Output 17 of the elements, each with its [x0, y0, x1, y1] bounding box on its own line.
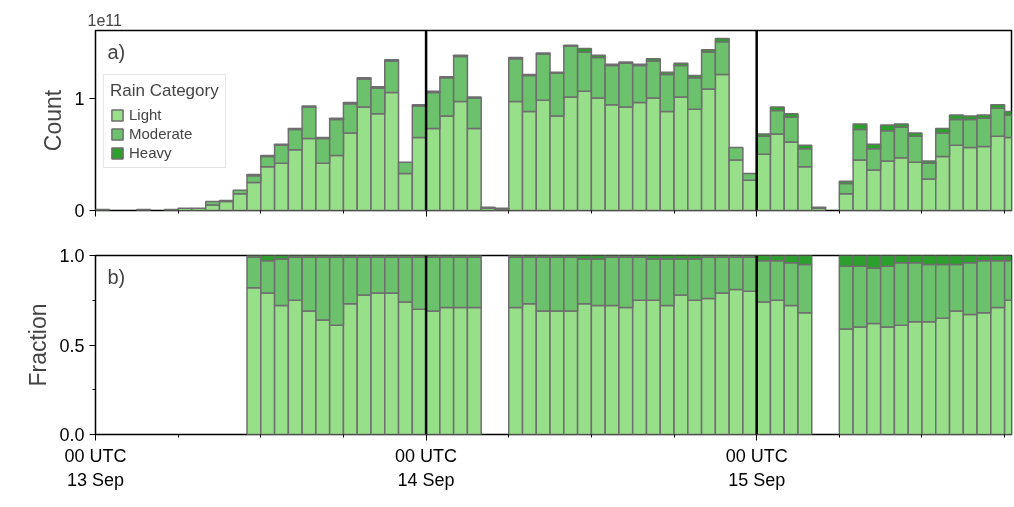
- x-tick-label: 00 UTC 14 Sep: [395, 445, 458, 490]
- legend-label: Light: [129, 106, 162, 123]
- y-axis-title: Count: [40, 89, 67, 152]
- y-tick-label: 1: [74, 88, 85, 109]
- y-tick-label: 0.5: [59, 335, 85, 356]
- y-axis-title: Fraction: [25, 303, 52, 387]
- text: b): [107, 265, 126, 288]
- legend-label: Heavy: [129, 144, 172, 161]
- y-tick-label: 0: [74, 201, 85, 221]
- x-tick-label: 00 UTC 13 Sep: [64, 445, 127, 490]
- y-tick-label: 1.0: [59, 246, 85, 266]
- x-tick-label: 00 UTC 15 Sep: [725, 445, 788, 490]
- y-tick-label: 0.0: [59, 425, 85, 445]
- text: a): [107, 40, 126, 63]
- legend-title: Rain Category: [110, 81, 219, 101]
- text: 1e11: [87, 11, 123, 29]
- legend-label: Moderate: [129, 125, 193, 142]
